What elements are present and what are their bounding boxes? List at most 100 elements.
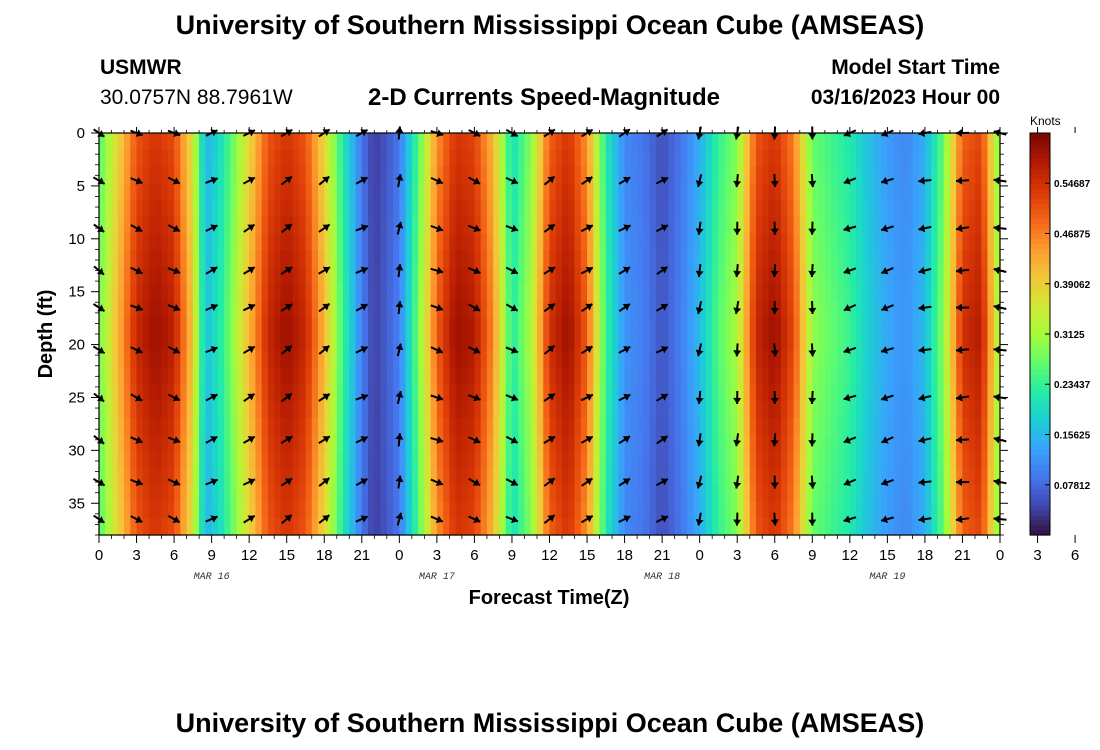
heatmap-cell <box>799 401 807 419</box>
heatmap-cell <box>380 283 388 302</box>
heatmap-cell <box>443 401 450 419</box>
heatmap-cell <box>424 501 432 519</box>
heatmap-cell <box>781 133 788 151</box>
heatmap-cell <box>180 451 188 469</box>
heatmap-cell <box>511 334 519 352</box>
heatmap-cell <box>962 283 970 302</box>
heatmap-cell <box>174 367 181 385</box>
heatmap-cell <box>987 434 995 452</box>
heatmap-cell <box>480 451 488 469</box>
heatmap-cell <box>968 518 976 536</box>
heatmap-cell <box>399 334 407 352</box>
current-arrow <box>843 303 857 312</box>
heatmap-cell <box>587 484 594 503</box>
heatmap-cell <box>199 451 206 469</box>
heatmap-cell <box>768 484 776 503</box>
heatmap-cell <box>205 484 213 503</box>
heatmap-cell <box>981 451 989 469</box>
current-arrow <box>808 512 817 526</box>
heatmap-cell <box>230 200 238 218</box>
heatmap-cell <box>643 300 651 318</box>
heatmap-cell <box>768 417 776 436</box>
heatmap-cell <box>155 200 163 218</box>
heatmap-cell <box>655 166 663 184</box>
heatmap-cell <box>705 200 713 218</box>
heatmap-cell <box>461 166 469 184</box>
heatmap-cell <box>949 133 957 151</box>
heatmap-cell <box>155 166 163 184</box>
heatmap-cell <box>693 468 701 486</box>
heatmap-cell <box>199 283 206 302</box>
heatmap-cell <box>380 401 388 419</box>
heatmap-cell <box>624 334 632 352</box>
heatmap-cell <box>505 518 513 536</box>
heatmap-cell <box>536 166 544 184</box>
heatmap-cell <box>117 401 125 419</box>
heatmap-cell <box>974 501 982 519</box>
heatmap-cell <box>99 451 106 469</box>
heatmap-cell <box>781 267 788 285</box>
heatmap-cell <box>837 484 845 503</box>
heatmap-cell <box>499 300 507 318</box>
heatmap-cell <box>774 367 782 385</box>
heatmap-cell <box>987 518 995 536</box>
heatmap-cell <box>799 417 807 436</box>
heatmap-cell <box>637 300 644 318</box>
heatmap-cell <box>605 434 613 452</box>
heatmap-cell <box>468 267 476 285</box>
heatmap-cell <box>374 384 382 402</box>
heatmap-cell <box>662 384 669 402</box>
heatmap-cell <box>418 468 425 486</box>
heatmap-cell <box>624 283 632 302</box>
heatmap-cell <box>668 233 676 251</box>
heatmap-cell <box>324 166 332 184</box>
heatmap-cell <box>974 334 982 352</box>
heatmap-cell <box>949 334 957 352</box>
heatmap-cell <box>574 233 582 251</box>
current-arrow <box>468 176 481 185</box>
heatmap-cell <box>324 267 332 285</box>
heatmap-cell <box>274 451 282 469</box>
heatmap-cell <box>737 233 745 251</box>
heatmap-cell <box>856 216 863 235</box>
heatmap-cell <box>637 149 644 168</box>
heatmap-cell <box>161 300 169 318</box>
heatmap-cell <box>730 484 738 503</box>
heatmap-cell <box>530 267 538 285</box>
heatmap-cell <box>774 183 782 201</box>
heatmap-cell <box>774 417 782 436</box>
heatmap-cell <box>749 468 757 486</box>
heatmap-cell <box>330 250 338 268</box>
heatmap-cell <box>824 317 832 335</box>
heatmap-cell <box>286 267 294 285</box>
current-arrow <box>843 266 857 275</box>
heatmap-cell <box>186 451 194 469</box>
heatmap-cell <box>649 367 657 385</box>
heatmap-cell <box>124 200 131 218</box>
current-arrow <box>280 392 293 403</box>
heatmap-cell <box>330 384 338 402</box>
heatmap-cell <box>924 300 932 318</box>
heatmap-cell <box>549 166 557 184</box>
heatmap-cell <box>612 133 619 151</box>
heatmap-cell <box>267 267 275 285</box>
heatmap-cell <box>418 250 425 268</box>
heatmap-cell <box>530 250 538 268</box>
heatmap-cell <box>267 133 275 151</box>
heatmap-cell <box>530 518 538 536</box>
heatmap-cell <box>881 133 888 151</box>
heatmap-cell <box>862 300 870 318</box>
heatmap-cell <box>355 417 363 436</box>
heatmap-cell <box>899 434 907 452</box>
heatmap-cell <box>136 200 144 218</box>
heatmap-cell <box>180 267 188 285</box>
heatmap-cell <box>818 133 826 151</box>
heatmap-cell <box>124 401 131 419</box>
heatmap-cell <box>662 367 669 385</box>
heatmap-cell <box>555 317 563 335</box>
heatmap-cell <box>762 166 770 184</box>
heatmap-cell <box>405 501 413 519</box>
heatmap-cell <box>687 468 695 486</box>
heatmap-cell <box>105 233 113 251</box>
heatmap-cell <box>449 250 457 268</box>
